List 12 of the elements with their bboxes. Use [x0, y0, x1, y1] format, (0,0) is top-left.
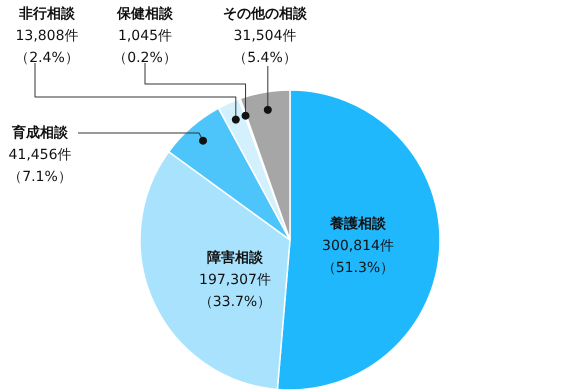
slice-label: 養護相談: [329, 215, 387, 232]
data-label: 1,045件（0.2%）: [113, 28, 177, 66]
data-label: 13,808件（2.4%）: [15, 28, 79, 66]
slice-label: 育成相談: [11, 124, 69, 141]
slice-label: 障害相談: [207, 249, 264, 266]
data-label: 300,814件（51.3%）: [322, 238, 394, 276]
slice-label: 非行相談: [18, 5, 76, 22]
slice-label: 保健相談: [116, 5, 174, 22]
data-label: 31,504件（5.4%）: [233, 28, 297, 66]
data-label: 41,456件（7.1%）: [8, 147, 72, 185]
slice-label: その他の相談: [223, 5, 308, 22]
data-label: 197,307件（33.7%）: [198, 272, 272, 310]
